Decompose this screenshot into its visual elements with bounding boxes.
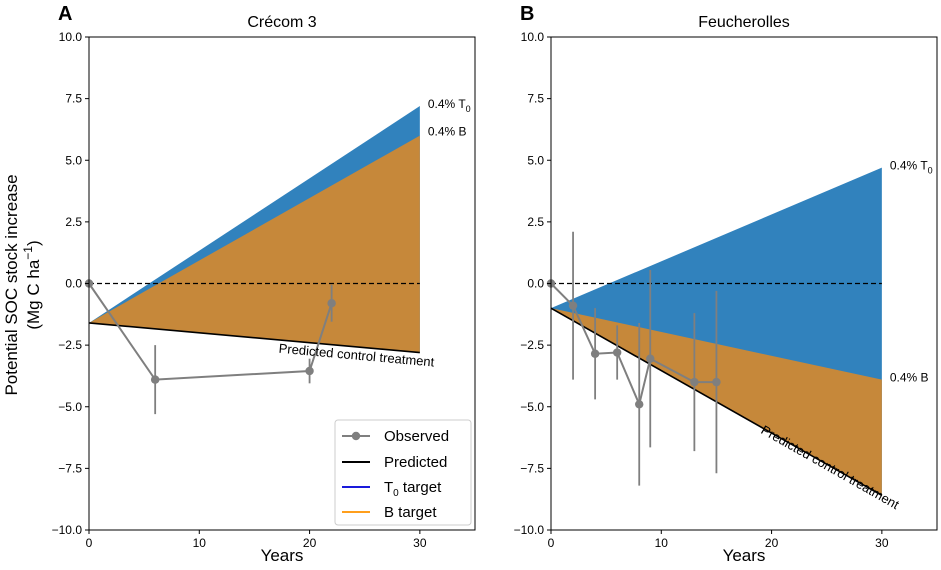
b-annotation: 0.4% B <box>890 371 929 385</box>
t0-annotation: 0.4% T0 <box>428 97 471 114</box>
predicted-line <box>88 322 420 354</box>
panel-title: Crécom 3 <box>247 14 316 31</box>
x-tick-label: 20 <box>303 536 317 550</box>
y-tick-label: −10.0 <box>52 523 83 537</box>
observed-point <box>646 354 655 363</box>
panel-letter: A <box>58 3 72 25</box>
observed-point <box>327 299 336 308</box>
y-tick-label: −7.5 <box>58 461 82 475</box>
y-tick-label: −7.5 <box>520 461 544 475</box>
observed-point <box>690 377 699 387</box>
observed-point <box>568 301 578 310</box>
observed-point <box>612 348 622 357</box>
panel-title: Feucherolles <box>698 14 790 31</box>
legend-observed-marker <box>351 431 361 441</box>
x-tick-label: 10 <box>655 536 669 550</box>
y-tick-label: −5.0 <box>520 400 544 414</box>
legend-observed-label: Observed <box>384 428 449 445</box>
y-tick-label: 0.0 <box>65 277 82 291</box>
y-tick-label: 5.0 <box>527 153 544 167</box>
observed-point <box>590 349 600 358</box>
t0-annotation: 0.4% T0 <box>890 159 933 176</box>
b-target-area <box>89 135 420 353</box>
observed-line <box>550 282 717 408</box>
panel-letter: B <box>520 3 534 25</box>
legend-observed: Observed <box>342 428 449 445</box>
x-tick-label: 0 <box>86 536 93 550</box>
x-tick-label: 20 <box>765 536 779 550</box>
y-tick-label: 10.0 <box>521 30 545 44</box>
y-axis-label: Potential SOC stock increase <box>2 174 21 395</box>
y-tick-label: 7.5 <box>527 92 544 106</box>
y-tick-label: 7.5 <box>65 92 82 106</box>
y-tick-label: 2.5 <box>65 215 82 229</box>
x-tick-label: 30 <box>875 536 889 550</box>
legend-b-target: B target <box>342 504 437 521</box>
y-tick-label: 0.0 <box>527 277 544 291</box>
x-tick-label: 0 <box>548 536 555 550</box>
legend-t0-target: T0 target <box>342 479 442 499</box>
x-tick-label: 30 <box>413 536 427 550</box>
legend-b-target-label: B target <box>384 504 437 521</box>
y-axis-label-units: (Mg C ha−1) <box>21 240 43 329</box>
observed-line <box>88 282 333 381</box>
y-tick-label: 2.5 <box>527 215 544 229</box>
y-tick-label: 10.0 <box>59 30 83 44</box>
legend: Observed Predicted T0 target B target <box>334 419 472 526</box>
b-annotation: 0.4% B <box>428 125 467 139</box>
y-tick-label: −2.5 <box>520 338 544 352</box>
panel-a: 10.0 7.5 5.0 2.5 0.0 −2.5 −5.0 −7.5 −10.00 10 20 30… <box>52 3 476 565</box>
observed-point <box>305 366 314 376</box>
panel-b: 10.0 7.5 5.0 2.5 0.0 −2.5 −5.0 −7.5 −10.00 10 20 30… <box>514 3 938 565</box>
legend-box <box>334 419 472 526</box>
y-tick-label: −5.0 <box>58 400 82 414</box>
x-tick-label: 10 <box>193 536 207 550</box>
observed-point <box>712 377 721 387</box>
y-tick-label: 5.0 <box>65 153 82 167</box>
observed-point <box>635 400 644 409</box>
legend-predicted: Predicted <box>342 454 447 471</box>
y-tick-label: −10.0 <box>514 523 545 537</box>
x-axis-label: Years <box>261 546 304 565</box>
x-axis-label: Years <box>723 546 766 565</box>
observed-point <box>150 375 160 384</box>
y-tick-label: −2.5 <box>58 338 82 352</box>
y-axis-label-line1: Potential SOC stock increase <box>2 174 21 395</box>
legend-t0-target-label: T0 target <box>384 479 442 499</box>
legend-predicted-label: Predicted <box>384 454 447 471</box>
